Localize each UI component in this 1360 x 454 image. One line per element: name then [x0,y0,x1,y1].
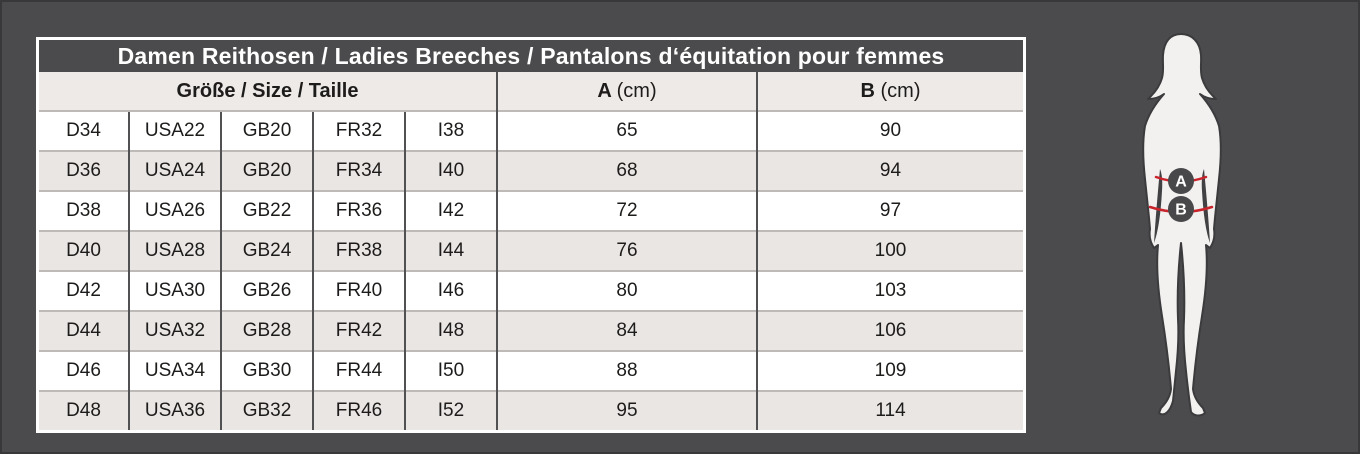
cell-measure-a: 65 [496,110,757,151]
cell-measure-a: 72 [496,190,757,231]
size-table: Damen Reithosen / Ladies Breeches / Pant… [39,40,1023,430]
cell-measure-a: 84 [496,310,757,351]
cell-measure-b: 94 [756,150,1023,191]
table-title: Damen Reithosen / Ladies Breeches / Pant… [39,40,1023,72]
cell-size-it: I42 [404,190,497,231]
marker-a-badge [1168,168,1194,194]
cell-size-usa: USA26 [128,190,221,231]
cell-size-it: I52 [404,390,497,430]
size-table-row: D38 USA26 GB22 FR36 I42 72 97 [39,190,1023,231]
cell-size-it: I38 [404,110,497,151]
marker-b-badge [1168,196,1194,222]
cell-size-de: D40 [39,230,129,271]
size-table-row: D36 USA24 GB20 FR34 I40 68 94 [39,150,1023,191]
marker-a-label: A [1175,174,1187,191]
cell-size-it: I50 [404,350,497,391]
size-table-row: D42 USA30 GB26 FR40 I46 80 103 [39,270,1023,311]
woman-silhouette-graphic: A B [1142,33,1222,417]
size-header: Größe / Size / Taille [39,72,497,111]
cell-measure-a: 80 [496,270,757,311]
size-table-row: D48 USA36 GB32 FR46 I52 95 114 [39,390,1023,430]
cell-size-usa: USA30 [128,270,221,311]
cell-size-gb: GB22 [220,190,313,231]
cell-measure-a: 88 [496,350,757,391]
measurement-figure: A B [1136,31,1230,421]
size-table-row: D40 USA28 GB24 FR38 I44 76 100 [39,230,1023,271]
cell-measure-a: 95 [496,390,757,430]
size-table-frame: Damen Reithosen / Ladies Breeches / Pant… [36,37,1026,433]
cell-size-fr: FR40 [312,270,405,311]
cell-size-usa: USA36 [128,390,221,430]
cell-measure-b: 106 [756,310,1023,351]
cell-size-fr: FR32 [312,110,405,151]
cell-size-gb: GB20 [220,110,313,151]
cell-measure-b: 90 [756,110,1023,151]
col-a-unit: (cm) [616,79,657,102]
cell-size-fr: FR36 [312,190,405,231]
cell-size-usa: USA24 [128,150,221,191]
arm-torso-gap-left [1154,169,1163,243]
cell-size-usa: USA22 [128,110,221,151]
cell-size-gb: GB32 [220,390,313,430]
cell-size-de: D44 [39,310,129,351]
arm-torso-gap-right [1201,169,1210,243]
cell-size-fr: FR46 [312,390,405,430]
cell-measure-a: 76 [496,230,757,271]
size-table-body: D34 USA22 GB20 FR32 I38 65 90 D36 USA24 … [39,110,1023,430]
cell-size-it: I46 [404,270,497,311]
cell-size-de: D48 [39,390,129,430]
cell-size-it: I40 [404,150,497,191]
cell-size-de: D34 [39,110,129,151]
cell-size-gb: GB20 [220,150,313,191]
col-a-label: A [597,79,612,102]
cell-size-fr: FR34 [312,150,405,191]
cell-size-it: I44 [404,230,497,271]
cell-measure-b: 109 [756,350,1023,391]
cell-size-gb: GB30 [220,350,313,391]
col-a-header: A (cm) [496,72,757,111]
col-b-label: B [860,79,875,102]
cell-size-fr: FR42 [312,310,405,351]
size-table-row: D34 USA22 GB20 FR32 I38 65 90 [39,110,1023,151]
cell-size-usa: USA32 [128,310,221,351]
cell-size-gb: GB24 [220,230,313,271]
col-b-unit: (cm) [880,79,921,102]
table-header-row: Größe / Size / Taille A (cm) B (cm) [39,72,1023,111]
cell-size-usa: USA34 [128,350,221,391]
size-table-row: D46 USA34 GB30 FR44 I50 88 109 [39,350,1023,391]
cell-size-de: D38 [39,190,129,231]
cell-size-de: D42 [39,270,129,311]
cell-measure-b: 114 [756,390,1023,430]
table-title-row: Damen Reithosen / Ladies Breeches / Pant… [39,40,1023,72]
cell-measure-b: 97 [756,190,1023,231]
size-table-row: D44 USA32 GB28 FR42 I48 84 106 [39,310,1023,351]
cell-size-gb: GB28 [220,310,313,351]
cell-size-it: I48 [404,310,497,351]
woman-body-shape [1142,33,1222,417]
cell-size-de: D36 [39,150,129,191]
cell-measure-b: 103 [756,270,1023,311]
cell-measure-b: 100 [756,230,1023,271]
cell-size-fr: FR44 [312,350,405,391]
cell-size-fr: FR38 [312,230,405,271]
cell-size-gb: GB26 [220,270,313,311]
cell-size-usa: USA28 [128,230,221,271]
cell-size-de: D46 [39,350,129,391]
col-b-header: B (cm) [756,72,1023,111]
cell-measure-a: 68 [496,150,757,191]
marker-b-label: B [1175,202,1187,219]
